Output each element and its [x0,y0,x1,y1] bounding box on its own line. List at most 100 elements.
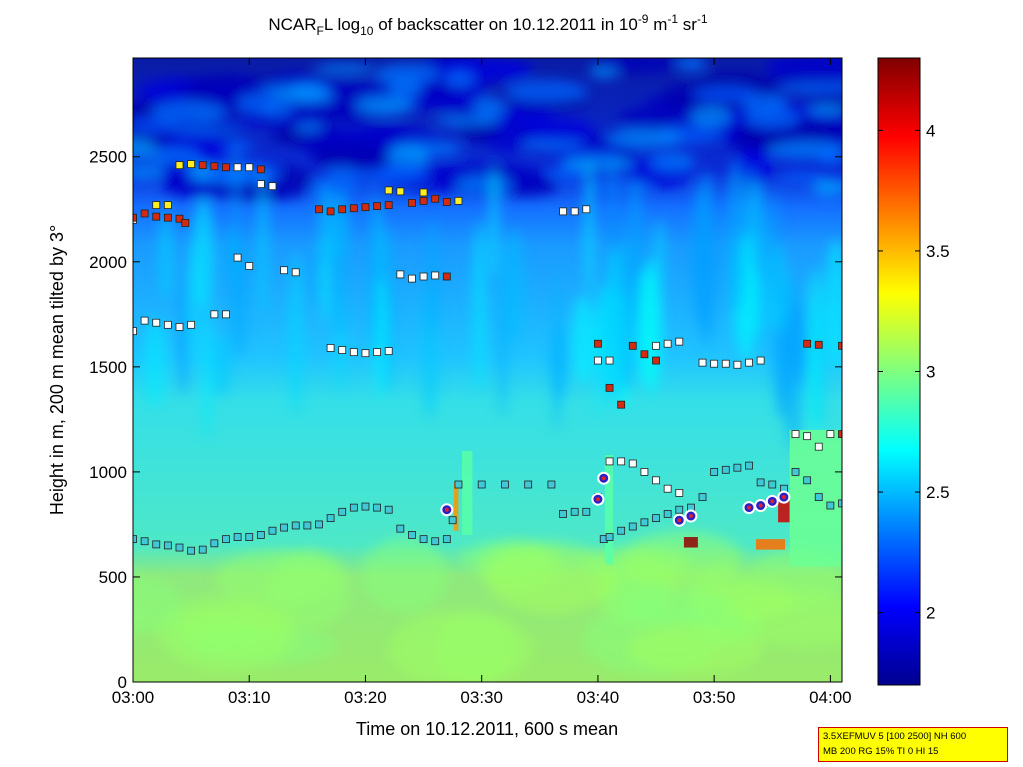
texture-blob [341,169,407,181]
texture-blob [771,191,781,308]
texture-blob [143,317,167,408]
red-layer-marker [256,165,265,174]
backscatter-column [778,497,790,523]
texture-blob [444,71,475,88]
texture-blob [675,58,707,72]
yellow-layer-marker [454,196,463,205]
lower-layer-marker [826,501,835,510]
y-axis: 0 500 1000 1500 2000 2500 [89,148,842,692]
texture-blob [256,171,270,316]
x-tick-label: 03:30 [460,688,503,707]
red-layer-marker [640,350,649,359]
x-tick-label: 03:20 [344,688,387,707]
upper-layer-marker [431,271,440,280]
y-tick-label: 2000 [89,253,127,272]
texture-blob [215,550,342,606]
texture-blob [812,178,842,197]
plot-frame [132,57,843,683]
texture-blob [261,103,294,117]
lower-layer-marker [477,480,486,489]
lower-layer-marker [628,522,637,531]
red-layer-marker [431,194,440,203]
upper-layer-marker [140,316,149,325]
upper-layer-marker [605,356,614,365]
y-axis-label: Height in m, 200 m mean tilted by 3° [47,225,67,515]
processing-info-box: 3.5XEFMUV 5 [100 2500] NH 600 MB 200 RG … [818,727,1008,762]
texture-blob [158,209,174,299]
upper-layer-marker [361,349,370,358]
lower-layer-marker [745,461,753,470]
texture-blob [386,145,430,169]
colorbar-tick-label: 4 [926,121,935,140]
texture-blob [584,161,594,297]
texture-blob [308,178,360,199]
y-tick-label: 0 [118,673,127,692]
texture-blob [605,128,683,149]
texture-blob [146,147,201,165]
lower-layer-marker [814,493,823,502]
upper-layer-marker [663,484,672,493]
red-layer-marker [181,219,190,227]
texture-blob [225,225,239,288]
backscatter-column [461,450,473,535]
backscatter-column [604,455,614,565]
upper-layer-marker [373,348,381,357]
texture-blob [374,277,388,399]
red-layer-marker [373,202,381,211]
lower-layer-marker [280,523,288,532]
lower-layer-marker [187,546,196,555]
texture-blob [361,537,449,614]
red-layer-marker [605,383,614,392]
lower-layer-marker [570,507,579,516]
lower-layer-marker [133,535,137,544]
upper-layer-marker [187,320,196,329]
backscatter-column [453,482,459,531]
texture-blob [178,273,189,395]
upper-layer-marker [280,266,288,275]
upper-layer-marker [408,274,416,283]
lower-layer-marker [454,480,463,489]
lower-layer-marker [448,516,457,525]
upper-layer-marker [652,341,660,350]
texture-blob [619,588,731,623]
texture-blob [374,63,440,85]
texture-blob [621,531,744,586]
lower-layer-marker [524,480,533,489]
upper-layer-marker [570,207,579,216]
texture-blob [824,239,842,369]
texture-blob [191,198,215,307]
colorbar-tick-label: 2 [926,604,935,623]
lower-layer-marker [384,505,393,514]
texture-blob [502,228,525,345]
texture-blob [689,107,732,128]
aerosol-spot-core [758,503,763,508]
upper-layer-marker [663,339,672,348]
upper-layer-marker [419,272,428,281]
texture-blob [471,219,488,394]
upper-layer-marker [384,347,393,355]
texture-blob [561,154,633,174]
lower-layer-marker [698,493,707,502]
upper-layer-marker [268,182,277,191]
upper-layer-marker [698,358,707,367]
upper-layer-marker [640,467,649,476]
chart-title: NCARFL log10 of backscatter on 10.12.201… [268,12,708,38]
upper-layer-marker [133,327,137,336]
upper-layer-marker [814,442,823,451]
upper-layer-marker [396,270,405,279]
texture-blob [816,144,842,166]
texture-blob [765,58,842,84]
yellow-layer-marker [152,201,161,209]
x-tick-label: 03:40 [577,688,620,707]
yellow-layer-marker [163,201,172,209]
texture-blob [505,79,588,103]
upper-layer-marker [791,430,800,438]
texture-blob [807,267,824,436]
texture-blob [157,595,297,672]
texture-blob [436,613,514,682]
lower-layer-marker [198,545,207,554]
lower-layer-marker [605,533,614,541]
lower-layer-marker [233,533,242,541]
red-layer-marker [628,341,637,350]
